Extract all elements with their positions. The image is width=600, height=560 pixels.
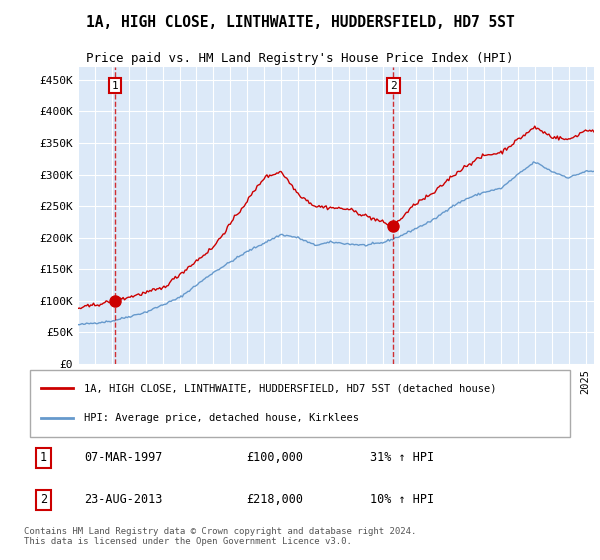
Text: 1: 1 [112,81,118,91]
Text: 1A, HIGH CLOSE, LINTHWAITE, HUDDERSFIELD, HD7 5ST (detached house): 1A, HIGH CLOSE, LINTHWAITE, HUDDERSFIELD… [84,384,497,394]
Text: 2: 2 [390,81,397,91]
Text: 1: 1 [40,451,47,464]
Text: £100,000: £100,000 [246,451,303,464]
Text: 10% ↑ HPI: 10% ↑ HPI [370,493,434,506]
FancyBboxPatch shape [30,370,570,437]
Text: Price paid vs. HM Land Registry's House Price Index (HPI): Price paid vs. HM Land Registry's House … [86,53,514,66]
Text: 31% ↑ HPI: 31% ↑ HPI [370,451,434,464]
Text: 07-MAR-1997: 07-MAR-1997 [84,451,163,464]
Text: HPI: Average price, detached house, Kirklees: HPI: Average price, detached house, Kirk… [84,413,359,423]
Text: 2: 2 [40,493,47,506]
Text: £218,000: £218,000 [246,493,303,506]
Text: 23-AUG-2013: 23-AUG-2013 [84,493,163,506]
Text: 1A, HIGH CLOSE, LINTHWAITE, HUDDERSFIELD, HD7 5ST: 1A, HIGH CLOSE, LINTHWAITE, HUDDERSFIELD… [86,15,514,30]
Text: Contains HM Land Registry data © Crown copyright and database right 2024.
This d: Contains HM Land Registry data © Crown c… [23,526,416,546]
